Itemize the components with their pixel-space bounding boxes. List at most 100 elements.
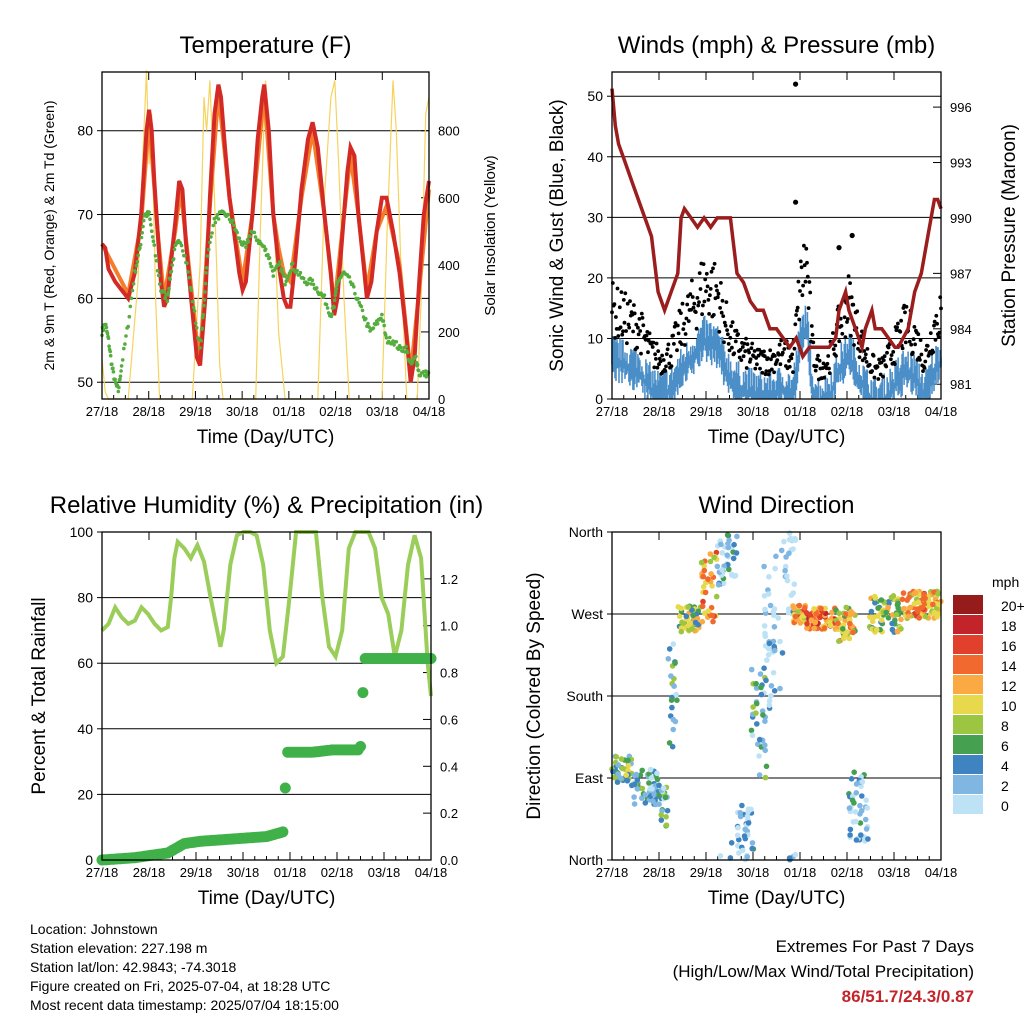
gust-point — [889, 353, 894, 357]
gust-point — [806, 306, 811, 310]
gust-point — [612, 302, 617, 307]
gust-point — [924, 348, 928, 352]
gust-point — [683, 332, 688, 336]
x-tick-label: 28/18 — [133, 865, 166, 880]
wind-direction-point — [781, 538, 787, 545]
wind-direction-point — [709, 583, 715, 589]
gust-point — [638, 329, 643, 333]
legend-label: 0 — [1001, 798, 1009, 814]
gust-point — [715, 288, 719, 293]
dewpoint-point — [288, 269, 293, 273]
wind-direction-point — [678, 605, 684, 612]
gust-point — [827, 371, 832, 375]
gust-point — [877, 357, 881, 362]
gust-point — [725, 328, 729, 332]
gust-point — [650, 345, 655, 349]
wind-direction-point — [813, 611, 820, 617]
dewpoint-point — [291, 261, 295, 266]
wind-direction-point — [912, 589, 919, 596]
gust-point — [712, 261, 717, 266]
wind-direction-point — [768, 693, 774, 699]
x-axis-label: Time (Day/UTC) — [708, 427, 846, 448]
x-tick-label: 30/18 — [737, 404, 770, 419]
gust-point — [750, 341, 755, 346]
wind-direction-point — [615, 762, 622, 768]
dewpoint-point — [326, 311, 331, 315]
wind-direction-point — [811, 625, 817, 632]
wind-direction-point — [714, 563, 721, 570]
y-tick-label: 50 — [77, 374, 93, 390]
wind-direction-point — [725, 544, 732, 551]
wind-direction-point — [673, 691, 679, 698]
wind-direction-point — [737, 810, 744, 816]
dewpoint-point — [359, 304, 364, 309]
wind-direction-point — [930, 601, 936, 608]
gust-point — [721, 314, 726, 318]
wind-direction-point — [792, 613, 799, 620]
dewpoint-point — [101, 327, 106, 332]
gust-point — [895, 325, 899, 330]
gust-point — [778, 362, 783, 367]
gust-point — [622, 320, 627, 325]
dewpoint-point — [130, 288, 135, 293]
dewpoint-point — [187, 275, 191, 280]
wind-direction-point — [807, 612, 814, 619]
dewpoint-point — [118, 377, 122, 382]
wind-direction-point — [742, 826, 748, 833]
gust-point — [831, 331, 835, 335]
wind-direction-point — [764, 657, 770, 663]
gust-point — [817, 358, 822, 363]
wind-direction-point — [782, 563, 789, 570]
dewpoint-point — [202, 303, 206, 308]
dewpoint-point — [168, 277, 172, 282]
dewpoint-point — [248, 234, 252, 239]
wind-direction-point — [724, 552, 730, 558]
wind-direction-point — [719, 550, 726, 556]
dewpoint-point — [166, 290, 171, 295]
gust-point — [625, 341, 629, 346]
dewpoint-point — [282, 274, 287, 278]
dewpoint-point — [124, 334, 128, 338]
gust-point — [655, 365, 660, 370]
dewpoint-point — [110, 362, 114, 367]
wind-direction-point — [734, 832, 741, 839]
gust-point — [865, 347, 870, 351]
dewpoint-point — [131, 281, 136, 286]
wind-direction-point — [642, 792, 648, 798]
gust-point — [646, 350, 650, 355]
wind-direction-point — [660, 785, 667, 792]
gust-point — [825, 361, 830, 366]
wind-direction-point — [859, 793, 865, 799]
dewpoint-point — [211, 223, 215, 228]
wind-direction-point — [618, 756, 625, 762]
dewpoint-point — [154, 258, 159, 263]
dewpoint-point — [129, 296, 134, 301]
gust-point — [937, 330, 942, 335]
gust-point — [789, 356, 794, 361]
wind-direction-point — [758, 691, 765, 698]
wind-direction-point — [736, 850, 742, 856]
wind-direction-point — [818, 605, 824, 612]
gust-point — [747, 350, 751, 355]
precip-point — [355, 741, 366, 752]
y-tick-label: 0 — [85, 852, 93, 868]
wind-direction-point — [666, 646, 673, 652]
wind-direction-point — [768, 683, 775, 689]
gust-point — [889, 357, 893, 362]
gust-point — [807, 280, 812, 284]
wind-direction-point — [771, 624, 778, 630]
wind-direction-point — [658, 817, 665, 823]
gust-point — [661, 358, 666, 362]
figure-created: Figure created on Fri, 2025-07-04, at 18… — [30, 978, 331, 994]
wind-direction-point — [762, 742, 768, 748]
dewpoint-point — [252, 230, 257, 235]
wind-direction-point — [717, 853, 724, 859]
wind-direction-point — [771, 606, 778, 612]
gust-point — [822, 375, 827, 380]
wind-direction-point — [718, 541, 724, 548]
wind-direction-point — [863, 797, 869, 803]
gust-point — [651, 340, 656, 345]
gust-point — [720, 298, 725, 303]
gust-point — [813, 368, 818, 373]
dewpoint-point — [149, 223, 153, 227]
